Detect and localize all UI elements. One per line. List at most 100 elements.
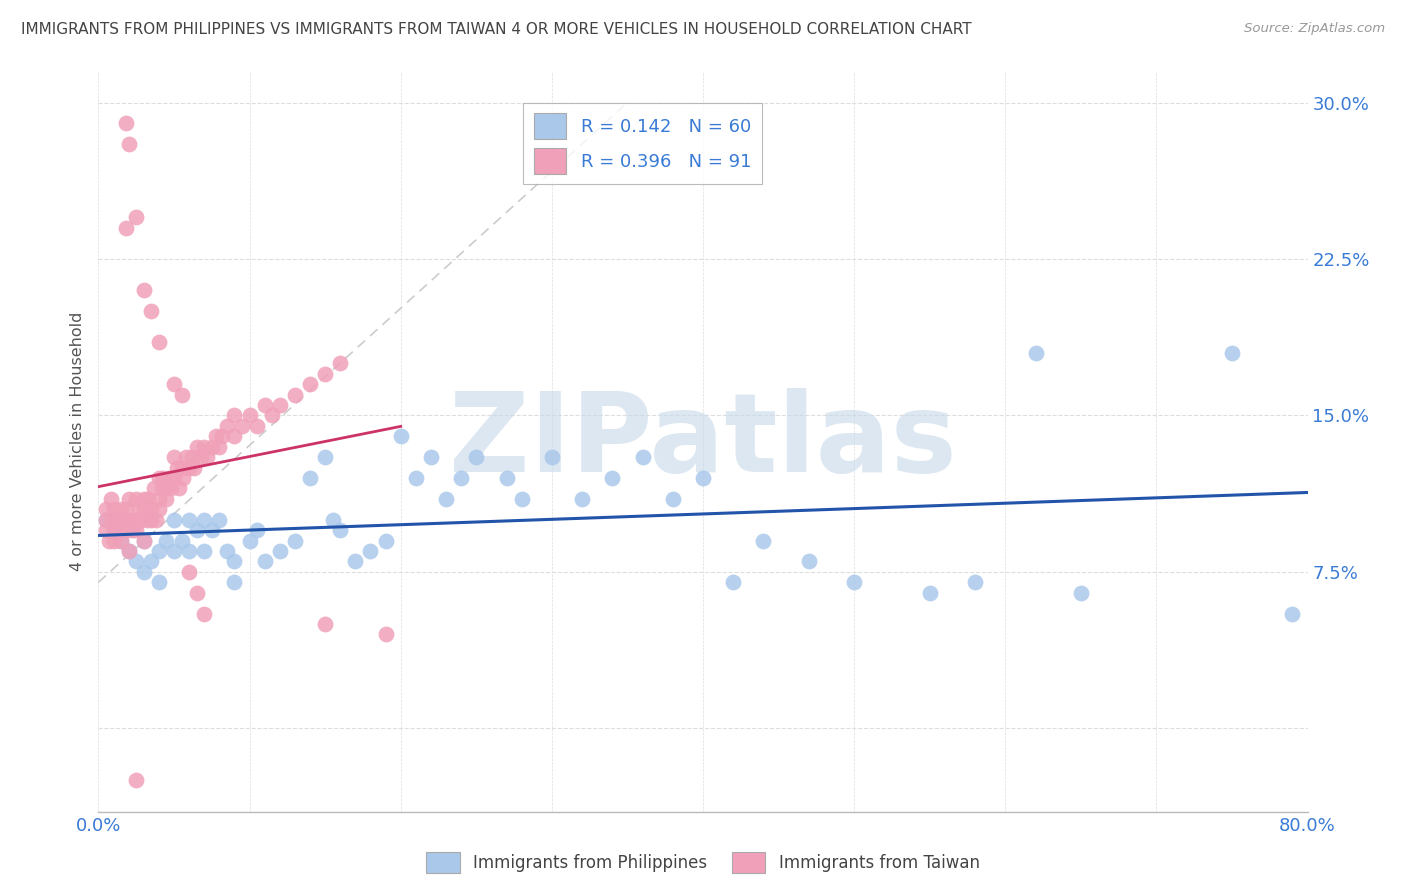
Point bbox=[103, 533, 125, 548]
Point bbox=[253, 398, 276, 412]
Point bbox=[132, 565, 155, 579]
Point bbox=[571, 491, 593, 506]
Point bbox=[284, 387, 307, 401]
Point bbox=[269, 398, 291, 412]
Point bbox=[208, 513, 231, 527]
Point bbox=[201, 440, 224, 454]
Point bbox=[172, 471, 194, 485]
Point bbox=[159, 471, 181, 485]
Point bbox=[420, 450, 443, 465]
Text: Source: ZipAtlas.com: Source: ZipAtlas.com bbox=[1244, 22, 1385, 36]
Point bbox=[125, 211, 148, 225]
Point bbox=[94, 513, 117, 527]
Point bbox=[224, 429, 246, 443]
Point bbox=[163, 544, 186, 558]
Point bbox=[118, 513, 141, 527]
Point bbox=[844, 575, 866, 590]
Point bbox=[181, 450, 204, 465]
Point bbox=[344, 554, 367, 568]
Point bbox=[118, 137, 141, 152]
Point bbox=[1070, 586, 1092, 600]
Point bbox=[205, 429, 228, 443]
Point bbox=[100, 491, 122, 506]
Point bbox=[179, 544, 201, 558]
Point bbox=[98, 533, 121, 548]
Point bbox=[136, 491, 159, 506]
Point bbox=[797, 554, 820, 568]
Point bbox=[193, 440, 215, 454]
Point bbox=[269, 544, 291, 558]
Point bbox=[434, 491, 457, 506]
Point bbox=[150, 482, 173, 496]
Point bbox=[125, 554, 148, 568]
Point bbox=[211, 429, 233, 443]
Point bbox=[110, 533, 132, 548]
Point bbox=[155, 533, 177, 548]
Point bbox=[208, 440, 231, 454]
Point bbox=[284, 533, 307, 548]
Point bbox=[125, 513, 148, 527]
Point bbox=[148, 502, 170, 516]
Point bbox=[167, 482, 190, 496]
Point bbox=[965, 575, 987, 590]
Point bbox=[118, 491, 141, 506]
Point bbox=[322, 513, 344, 527]
Point bbox=[246, 418, 269, 433]
Point bbox=[1220, 346, 1243, 360]
Point bbox=[540, 450, 562, 465]
Point bbox=[145, 513, 167, 527]
Point bbox=[118, 523, 141, 537]
Point bbox=[450, 471, 472, 485]
Point bbox=[374, 627, 396, 641]
Point bbox=[193, 513, 215, 527]
Point bbox=[179, 513, 201, 527]
Point bbox=[179, 565, 201, 579]
Point bbox=[103, 523, 125, 537]
Text: ZIPatlas: ZIPatlas bbox=[449, 388, 957, 495]
Point bbox=[186, 523, 208, 537]
Point bbox=[118, 544, 141, 558]
Point bbox=[143, 482, 166, 496]
Point bbox=[239, 409, 262, 423]
Point bbox=[132, 533, 155, 548]
Point bbox=[170, 387, 193, 401]
Point bbox=[112, 523, 135, 537]
Point bbox=[389, 429, 412, 443]
Point bbox=[148, 491, 170, 506]
Point bbox=[132, 491, 155, 506]
Point bbox=[163, 471, 186, 485]
Point bbox=[174, 450, 197, 465]
Point bbox=[253, 554, 276, 568]
Point bbox=[231, 418, 253, 433]
Point bbox=[314, 617, 336, 632]
Point bbox=[141, 502, 163, 516]
Point bbox=[239, 533, 262, 548]
Point bbox=[193, 544, 215, 558]
Point bbox=[110, 533, 132, 548]
Point bbox=[103, 502, 125, 516]
Point bbox=[1024, 346, 1046, 360]
Point bbox=[110, 513, 132, 527]
Point bbox=[170, 533, 193, 548]
Y-axis label: 4 or more Vehicles in Household: 4 or more Vehicles in Household bbox=[69, 312, 84, 571]
Point bbox=[155, 482, 177, 496]
Point bbox=[918, 586, 941, 600]
Point bbox=[166, 460, 188, 475]
Point bbox=[141, 554, 163, 568]
Point bbox=[94, 523, 117, 537]
Point bbox=[132, 533, 155, 548]
Point bbox=[128, 502, 150, 516]
Point bbox=[122, 523, 145, 537]
Point bbox=[125, 523, 148, 537]
Point bbox=[160, 482, 183, 496]
Point bbox=[105, 513, 128, 527]
Point bbox=[262, 409, 284, 423]
Point bbox=[148, 335, 170, 350]
Point bbox=[723, 575, 745, 590]
Point bbox=[193, 607, 215, 621]
Point bbox=[246, 523, 269, 537]
Point bbox=[329, 523, 352, 537]
Point bbox=[299, 471, 322, 485]
Point bbox=[201, 523, 224, 537]
Point bbox=[163, 450, 186, 465]
